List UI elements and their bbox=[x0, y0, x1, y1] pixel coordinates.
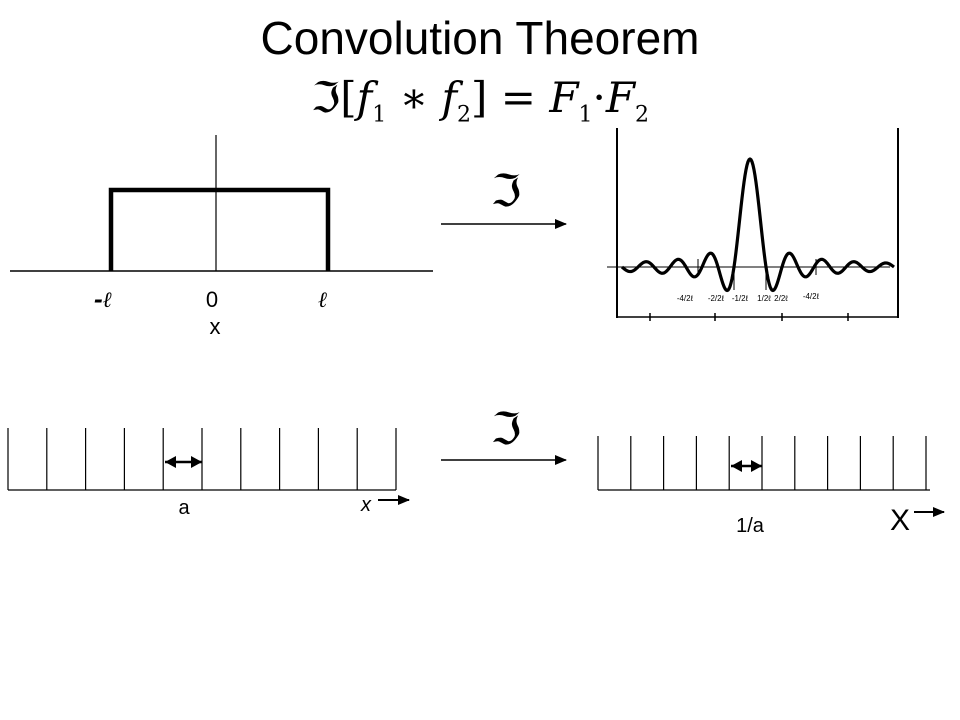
rect-pulse-line bbox=[108, 187, 331, 271]
sinc-tick-label: 2/2ℓ bbox=[774, 294, 788, 303]
formula-f2: f bbox=[441, 73, 458, 122]
rect-left-label: -ℓ bbox=[94, 287, 113, 313]
comb-right-plot: 1/a X bbox=[597, 436, 945, 537]
formula-equals: = bbox=[500, 73, 536, 122]
formula-open-bracket: [ bbox=[340, 73, 357, 122]
rect-right-label: ℓ bbox=[318, 287, 327, 313]
rect-function-plot: -ℓ 0 ℓ x bbox=[10, 135, 433, 339]
comb-right-teeth bbox=[597, 436, 927, 490]
formula-F2-subscript: 2 bbox=[635, 102, 650, 128]
formula-f1: f bbox=[356, 73, 373, 122]
comb-right-spacing-arrow bbox=[731, 460, 762, 472]
formula-close-bracket: ] bbox=[471, 73, 488, 122]
slide-title: Convolution Theorem bbox=[260, 12, 700, 64]
comb-left-plot: a x bbox=[7, 428, 410, 519]
comb-left-axis-label: x bbox=[360, 494, 372, 516]
sinc-bottom-ticks bbox=[649, 313, 849, 321]
formula-F1: F bbox=[549, 73, 579, 122]
comb-left-spacing-label: a bbox=[178, 497, 190, 519]
upper-transform: ℑ bbox=[441, 166, 567, 229]
fourier-transform-icon: ℑ bbox=[491, 166, 522, 217]
sinc-tick-labels: -4/2ℓ -2/2ℓ -1/2ℓ 1/2ℓ 2/2ℓ -4/2ℓ bbox=[677, 292, 820, 303]
sinc-plot: -4/2ℓ -2/2ℓ -1/2ℓ 1/2ℓ 2/2ℓ -4/2ℓ bbox=[607, 128, 899, 321]
lower-transform: ℑ bbox=[441, 404, 567, 465]
formula-f1-subscript: 1 bbox=[372, 102, 387, 128]
formula-F2: F bbox=[605, 73, 636, 122]
convolution-formula: ℑ[f1 ∗ f2] = F1·F2 bbox=[0, 68, 960, 145]
spacing-arrow-left-head bbox=[165, 456, 176, 468]
rect-zero-label: 0 bbox=[206, 287, 218, 312]
sinc-tick-label: -1/2ℓ bbox=[732, 294, 749, 303]
formula-multiply-dot: · bbox=[592, 73, 606, 122]
comb-right-axis-label: X bbox=[890, 504, 910, 537]
sinc-tick-label: -4/2ℓ bbox=[803, 292, 820, 301]
comb-left-teeth bbox=[7, 428, 397, 490]
sinc-tick-label: -4/2ℓ bbox=[677, 294, 694, 303]
comb-right-spacing-label: 1/a bbox=[736, 515, 765, 537]
spacing-arrow-left-head bbox=[731, 460, 742, 472]
spacing-arrow-right-head bbox=[191, 456, 202, 468]
formula-fourier-operator: ℑ bbox=[310, 73, 341, 122]
spacing-arrow-right-head bbox=[751, 460, 762, 472]
formula-convolution-star: ∗ bbox=[399, 73, 429, 122]
formula-F1-subscript: 1 bbox=[578, 102, 593, 128]
rect-axis-label: x bbox=[210, 314, 221, 339]
comb-left-spacing-arrow bbox=[165, 456, 202, 468]
formula-f2-subscript: 2 bbox=[457, 102, 472, 128]
sinc-curve bbox=[620, 157, 895, 293]
sinc-tick-label: 1/2ℓ bbox=[757, 294, 771, 303]
fourier-transform-icon: ℑ bbox=[491, 404, 522, 455]
sinc-tick-label: -2/2ℓ bbox=[708, 294, 725, 303]
